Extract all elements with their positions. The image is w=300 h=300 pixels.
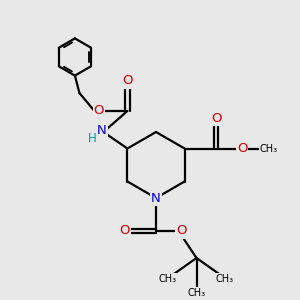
Text: N: N <box>151 191 161 205</box>
Text: O: O <box>119 224 130 238</box>
Text: CH₃: CH₃ <box>260 143 278 154</box>
Text: O: O <box>122 74 133 88</box>
Text: CH₃: CH₃ <box>188 287 206 298</box>
Text: CH₃: CH₃ <box>159 274 177 284</box>
Text: O: O <box>211 112 221 125</box>
Text: H: H <box>88 132 96 145</box>
Text: O: O <box>94 104 104 118</box>
Text: O: O <box>237 142 247 155</box>
Text: CH₃: CH₃ <box>216 274 234 284</box>
Text: O: O <box>176 224 187 238</box>
Text: N: N <box>97 124 107 137</box>
